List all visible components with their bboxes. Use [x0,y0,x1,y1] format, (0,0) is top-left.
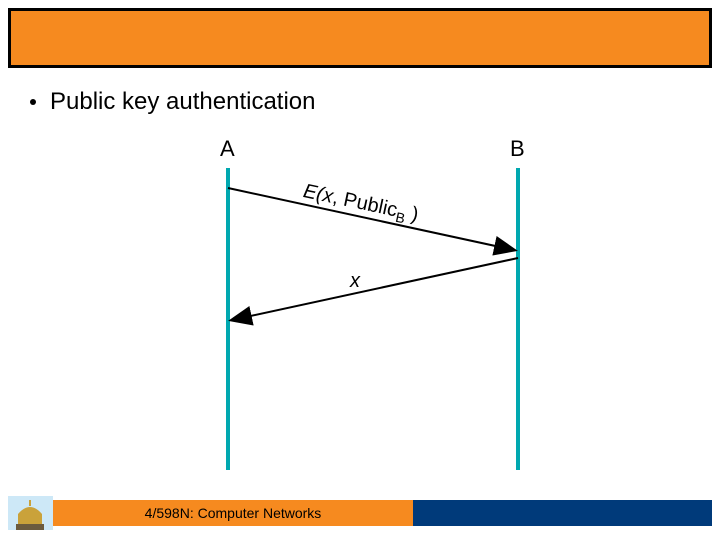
msg1-prefix: E(x [301,180,335,208]
bullet-item: Public key authentication [20,88,700,116]
footer-text-box: 4/598N: Computer Networks [53,500,413,526]
sequence-diagram: A B E(x, PublicB ) x [0,130,720,470]
title-bar [8,8,712,68]
footer-logo [8,496,53,530]
footer-right-box [413,500,712,526]
dome-icon [8,496,53,530]
footer-bar: 4/598N: Computer Networks [8,496,712,530]
bullet-text: Public key authentication [50,88,316,116]
bullet-dot-icon [30,99,36,105]
footer-text: 4/598N: Computer Networks [145,505,322,521]
bullet-list: Public key authentication [20,88,700,116]
message-arrow-2 [232,258,518,320]
message-arrows [0,130,720,470]
message-2-label: x [350,270,360,293]
